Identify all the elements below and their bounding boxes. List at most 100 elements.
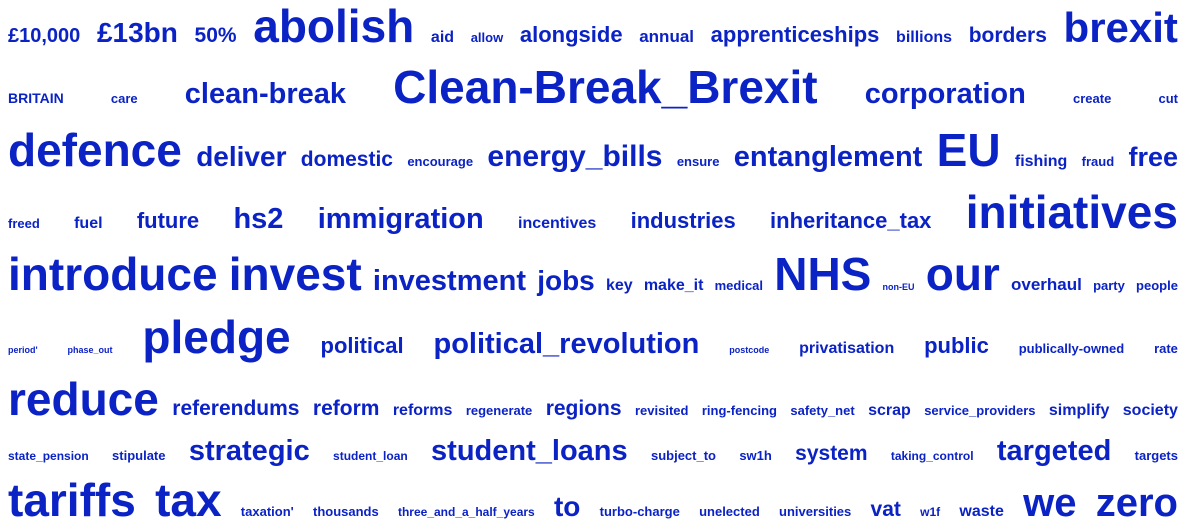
cloud-word: entanglement [733,141,923,173]
cloud-word: party [1093,278,1125,293]
cloud-word: stipulate [112,448,166,463]
cloud-word: taking_control [890,449,974,463]
cloud-word: targets [1134,448,1178,463]
cloud-word: brexit [1063,4,1178,51]
cloud-word: ring-fencing [701,403,777,418]
cloud-word: NHS [774,248,872,300]
cloud-word: thousands [312,504,379,519]
cloud-row: period' phase_out pledge political political… [8,314,1178,360]
cloud-word: energy_bills [487,140,663,173]
cloud-word: initiatives [965,186,1178,238]
cloud-word: publically-owned [1018,341,1125,356]
cloud-word: fuel [74,215,103,232]
cloud-word: vat [870,498,901,521]
cloud-word: £10,000 [8,25,81,47]
cloud-word: society [1122,402,1178,419]
cloud-word: public [924,333,989,358]
cloud-word: medical [714,278,764,293]
cloud-word: allow [470,30,504,45]
cloud-word: privatisation [799,340,895,357]
cloud-word: taxation' [240,504,294,519]
cloud-word: create [1073,91,1112,106]
cloud-word: corporation [864,78,1026,110]
cloud-word: freed [8,216,40,231]
cloud-word: fishing [1014,153,1068,170]
cloud-word: reduce [8,373,159,425]
cloud-word: 50% [194,24,237,47]
cloud-word: regions [545,397,622,420]
cloud-word: sw1h [739,448,772,463]
cloud-word: safety_net [790,403,855,418]
cloud-word: unelected [699,504,760,519]
cloud-word: fraud [1081,154,1115,169]
cloud-word: jobs [537,265,595,296]
cloud-word: scrap [868,402,911,419]
cloud-word: BRITAIN [8,90,64,106]
cloud-word: our [925,248,1000,300]
cloud-word: ensure [676,154,720,169]
cloud-word: postcode [729,345,770,355]
cloud-word: invest [228,248,362,300]
cloud-word: rate [1154,341,1178,356]
cloud-word: key [605,277,633,294]
cloud-word: tariffs [8,474,136,526]
cloud-word: subject_to [650,448,716,463]
cloud-word: three_and_a_half_years [397,505,535,519]
cloud-word: apprenticeships [710,22,880,47]
cloud-word: student_loans [431,435,628,467]
cloud-word: introduce [8,248,218,300]
cloud-word: investment [372,265,526,297]
cloud-word: regenerate [465,403,533,418]
cloud-word: state_pension [8,449,89,463]
cloud-word: Clean-Break_Brexit [393,61,818,113]
cloud-row: state_pension stipulate strategic student_l… [8,437,1178,466]
cloud-word: pledge [142,311,291,363]
cloud-word: we [1023,481,1077,525]
cloud-word: cut [1158,91,1178,106]
cloud-row: defence deliver domestic encourage energy_bi… [8,127,1178,173]
cloud-word: people [1136,278,1178,293]
cloud-word: free [1128,142,1178,172]
cloud-word: revisited [634,403,689,418]
cloud-word: encourage [407,154,474,169]
cloud-word: billions [896,29,953,46]
cloud-word: inheritance_tax [770,208,932,233]
cloud-word: strategic [188,435,310,467]
cloud-word: to [553,491,581,522]
cloud-word: zero [1095,481,1178,525]
cloud-row: reduce referendums reform reforms regenerate… [8,376,1178,422]
cloud-word: waste [959,503,1004,520]
cloud-word: hs2 [233,203,284,235]
cloud-word: future [136,208,200,233]
cloud-word: EU [936,124,1001,176]
cloud-word: abolish [253,0,415,52]
cloud-word: system [795,442,868,465]
cloud-word: phase_out [67,345,113,355]
cloud-word: industries [630,208,736,233]
cloud-row: introduce invest investment jobs key make_it m… [8,251,1178,297]
cloud-word: care [110,91,138,106]
cloud-word: defence [8,124,182,176]
cloud-word: period' [8,345,38,355]
cloud-word: aid [430,29,455,46]
cloud-row: BRITAIN care clean-break Clean-Break_Brexit… [8,64,1178,110]
cloud-word: w1f [920,505,941,519]
cloud-word: reforms [392,402,453,419]
cloud-word: £13bn [96,17,178,48]
cloud-word: service_providers [924,403,1036,418]
cloud-word: simplify [1048,402,1110,419]
cloud-word: universities [779,504,852,519]
cloud-row: £10,000 £13bn 50% abolish aid allow alongside a… [8,3,1178,49]
cloud-word: targeted [996,435,1112,467]
cloud-word: incentives [518,215,597,232]
cloud-word: clean-break [184,78,346,110]
cloud-word: reform [312,397,380,420]
cloud-word: borders [968,24,1047,47]
cloud-word: political_revolution [433,328,700,360]
cloud-word: make_it [643,277,704,294]
cloud-word: tax [155,474,222,526]
cloud-word: alongside [519,22,623,47]
cloud-word: student_loan [333,449,408,463]
cloud-word: non-EU [882,282,915,292]
